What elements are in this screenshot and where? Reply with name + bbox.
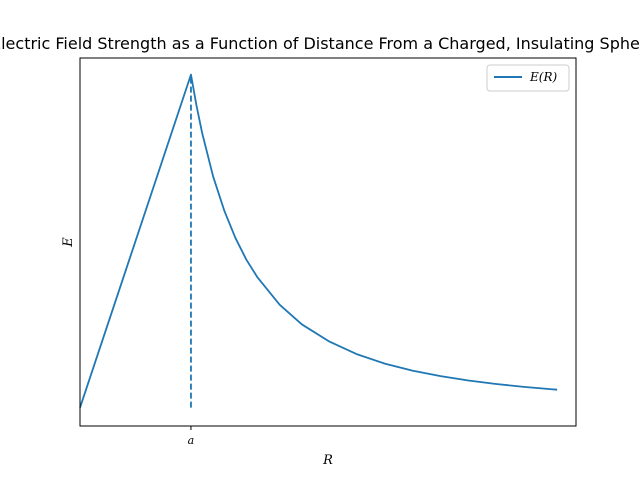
plot-area: a <box>79 57 577 447</box>
series-line-e-r <box>79 73 558 408</box>
series-layer <box>79 73 558 408</box>
y-axis-label: E <box>61 237 76 248</box>
x-ticks: a <box>188 426 195 447</box>
chart-title: Electric Field Strength as a Function of… <box>0 34 640 53</box>
axes-frame <box>79 57 577 427</box>
x-tick-label: a <box>188 434 195 447</box>
legend-box <box>486 64 570 92</box>
x-axis-label: R <box>322 453 333 468</box>
legend-label-e-r: E(R) <box>529 70 557 84</box>
legend: E(R) <box>486 64 570 92</box>
